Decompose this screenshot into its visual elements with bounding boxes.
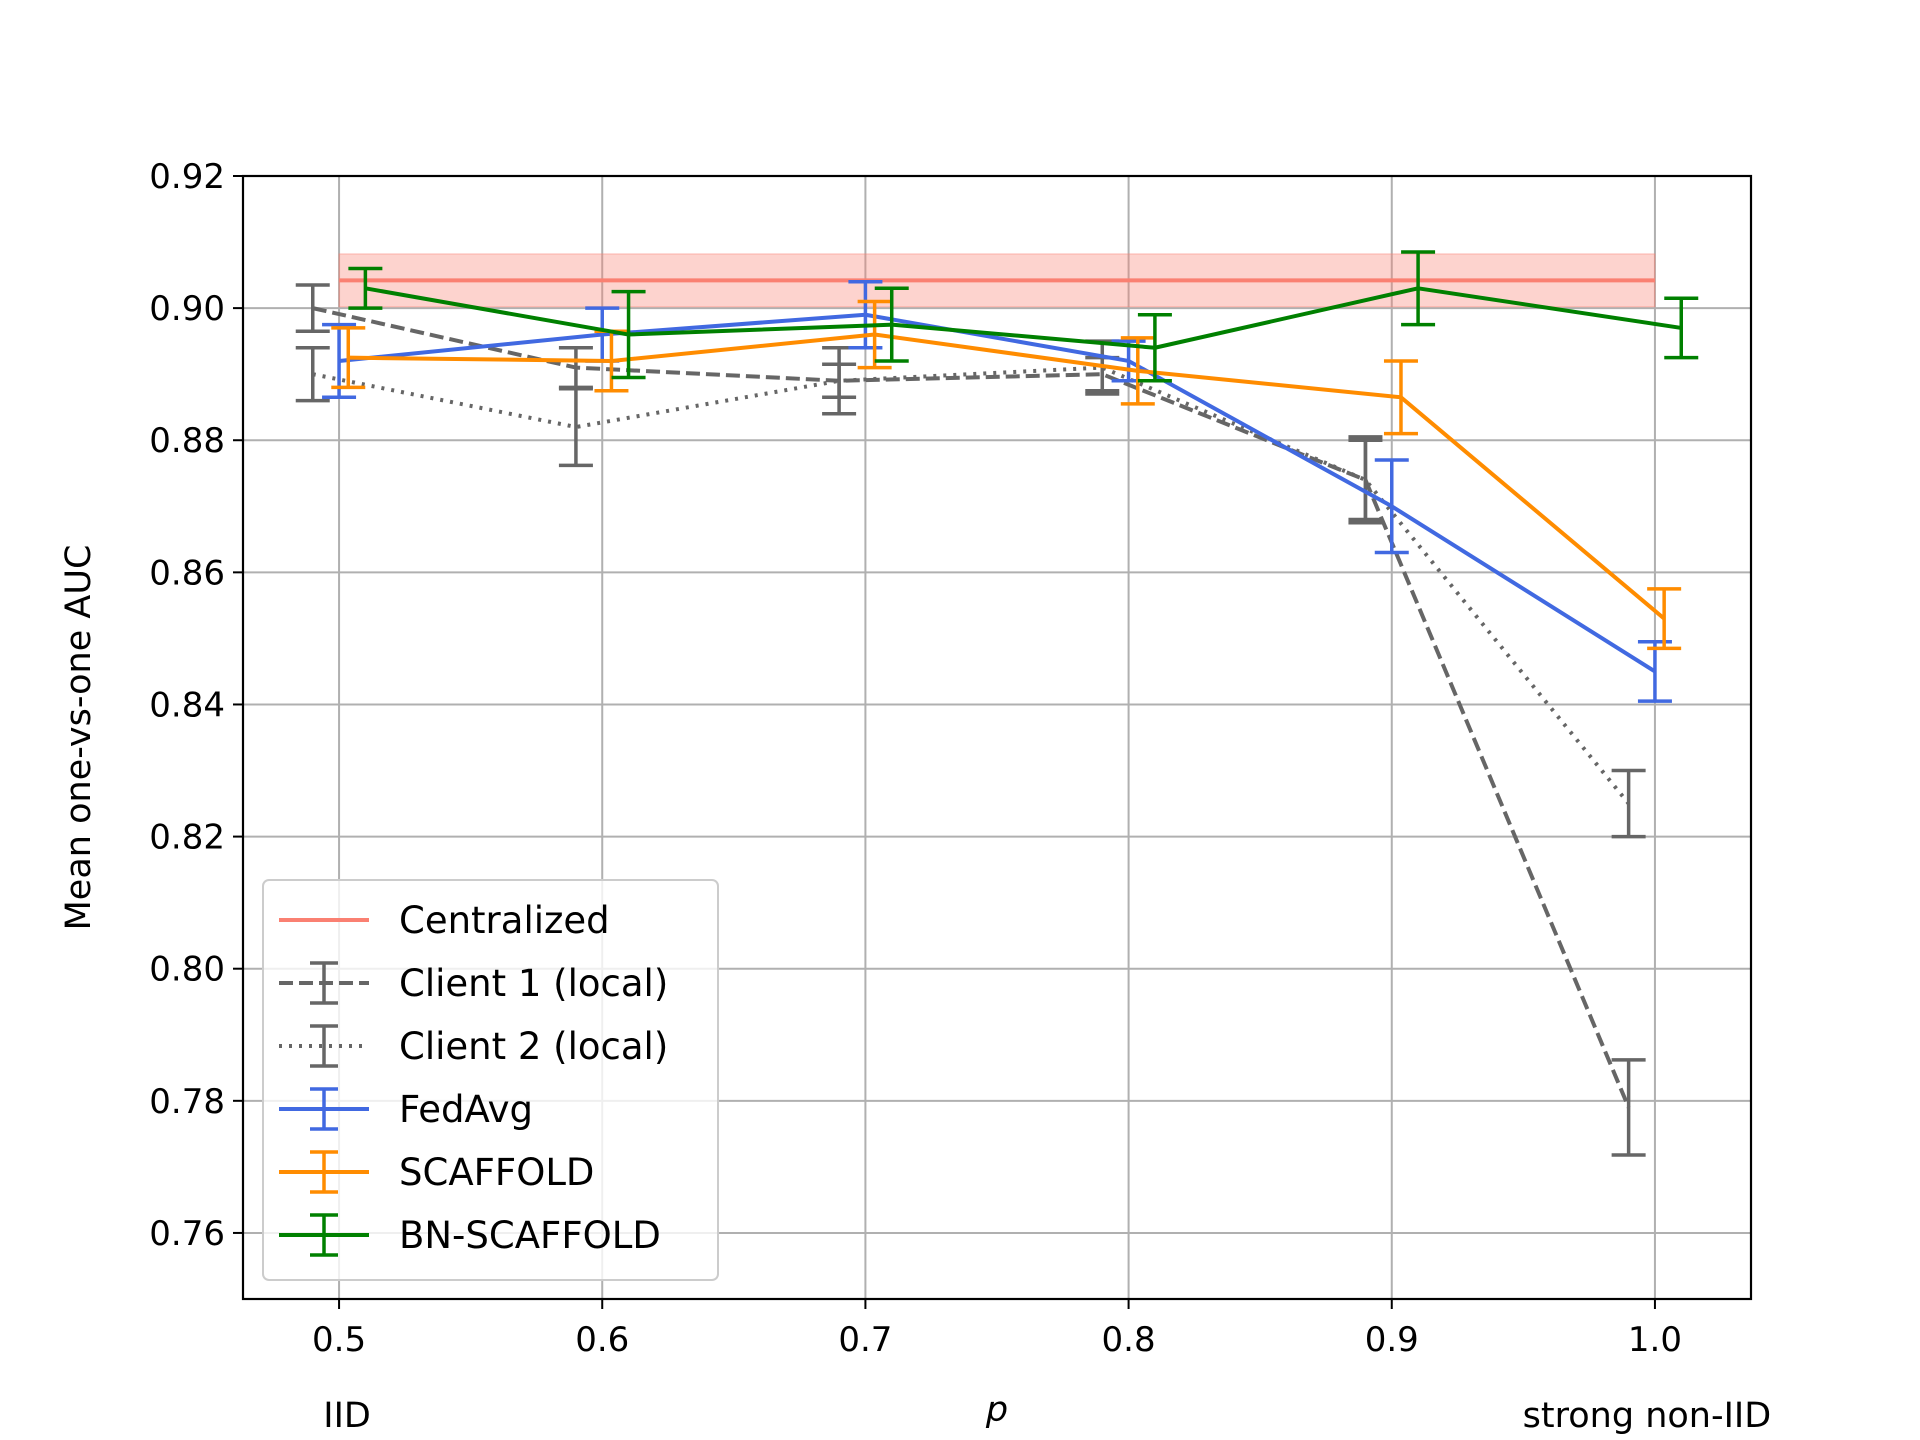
x-tick-label: 0.8 bbox=[1102, 1320, 1156, 1360]
x-tick-label: 0.6 bbox=[575, 1320, 629, 1360]
legend-label: Client 2 (local) bbox=[399, 1025, 668, 1068]
y-axis-ticks: 0.76 0.78 0.80 0.82 0.84 0.86 0.88 0.90 0.92 bbox=[149, 157, 243, 1254]
x-tick-label: 0.7 bbox=[838, 1320, 892, 1360]
y-tick-label: 0.86 bbox=[149, 553, 225, 593]
legend-label: BN-SCAFFOLD bbox=[399, 1214, 661, 1257]
series-line bbox=[348, 332, 1666, 621]
centralized-band bbox=[338, 253, 1656, 308]
y-tick-label: 0.78 bbox=[149, 1082, 225, 1122]
series-line bbox=[312, 306, 1631, 1109]
x-tick-label: 1.0 bbox=[1628, 1320, 1682, 1360]
series-line bbox=[338, 312, 1657, 674]
x-axis-ticks: 0.5 0.6 0.7 0.8 0.9 1.0 bbox=[312, 1299, 1682, 1360]
y-tick-label: 0.84 bbox=[149, 685, 225, 725]
y-tick-label: 0.92 bbox=[149, 157, 225, 197]
legend-label: FedAvg bbox=[399, 1088, 533, 1131]
y-tick-label: 0.82 bbox=[149, 818, 225, 858]
series-group bbox=[295, 250, 1699, 1157]
legend-label: SCAFFOLD bbox=[399, 1151, 594, 1194]
y-tick-label: 0.90 bbox=[149, 289, 225, 329]
x-annotation-label: strong non-IID bbox=[1523, 1396, 1772, 1436]
x-annotation-label: IID bbox=[323, 1396, 371, 1436]
x-axis-label: p bbox=[985, 1390, 1008, 1430]
y-tick-label: 0.80 bbox=[149, 950, 225, 990]
plot-frame bbox=[241, 174, 1753, 1301]
y-tick-label: 0.88 bbox=[149, 421, 225, 461]
series-client-2-local bbox=[295, 339, 1646, 839]
x-tick-label: 0.5 bbox=[312, 1320, 366, 1360]
series-scaffold bbox=[331, 299, 1682, 651]
legend-label: Client 1 (local) bbox=[399, 962, 668, 1005]
series-bn-scaffold bbox=[348, 250, 1699, 383]
x-annotations: IID strong non-IID bbox=[323, 1396, 1771, 1436]
legend: Centralized Client 1 (local) Client 2 (loc… bbox=[262, 879, 719, 1281]
y-tick-label: 0.76 bbox=[149, 1214, 225, 1254]
y-axis-label: Mean one-vs-one AUC bbox=[59, 545, 99, 931]
x-tick-label: 0.9 bbox=[1365, 1320, 1419, 1360]
legend-box bbox=[262, 879, 719, 1281]
legend-label: Centralized bbox=[399, 899, 610, 942]
series-line bbox=[365, 286, 1682, 350]
